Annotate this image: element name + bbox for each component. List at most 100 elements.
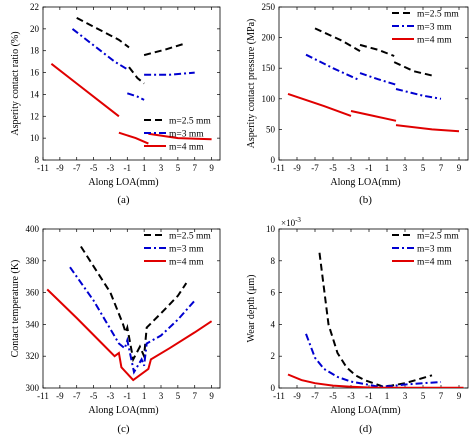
x-tick-label: 9 bbox=[209, 163, 214, 173]
y-tick-label: 320 bbox=[26, 351, 40, 361]
x-axis-label: Along LOA(mm) bbox=[330, 405, 400, 416]
y-tick-label: 12 bbox=[30, 111, 39, 121]
series-line-3-segment-3 bbox=[148, 132, 212, 141]
y-tick-label: 10 bbox=[30, 133, 40, 143]
y-tick-label: 10 bbox=[266, 224, 276, 234]
x-tick-label: -11 bbox=[273, 391, 285, 401]
x-tick-label: -11 bbox=[37, 163, 49, 173]
legend-entry-2: m=3 mm bbox=[169, 245, 204, 255]
y-tick-label: 22 bbox=[30, 2, 39, 12]
chart-panel-c: -11 -9 -7 -5 -3 -1 1 3 5 7 9300320340360380400Alon… bbox=[10, 224, 221, 435]
x-axis-label: Along LOA(mm) bbox=[88, 405, 158, 416]
x-tick-label: 5 bbox=[176, 391, 181, 401]
x-tick-label: -5 bbox=[90, 163, 98, 173]
y-tick-label: 16 bbox=[30, 68, 40, 78]
series-line-1-segment-1 bbox=[318, 252, 433, 388]
series-line-2-segment-1 bbox=[305, 53, 361, 82]
x-tick-label: 7 bbox=[192, 391, 197, 401]
series-line-2-segment-1 bbox=[69, 266, 196, 375]
x-tick-label: 5 bbox=[421, 163, 426, 173]
y-tick-label: 300 bbox=[26, 383, 40, 393]
x-tick-label: -7 bbox=[73, 391, 81, 401]
exponent-power: -3 bbox=[295, 216, 301, 224]
y-tick-label: 200 bbox=[262, 33, 276, 43]
y-tick-label: 0 bbox=[271, 155, 276, 165]
x-tick-label: 9 bbox=[457, 391, 462, 401]
series-line-1-segment-2 bbox=[128, 66, 145, 85]
x-tick-label: -7 bbox=[311, 391, 319, 401]
exponent-label: ×10-3 bbox=[281, 216, 301, 228]
series-line-3-segment-1 bbox=[287, 92, 352, 117]
x-tick-label: -3 bbox=[107, 163, 115, 173]
series-line-3-segment-1 bbox=[287, 373, 464, 388]
y-tick-label: 20 bbox=[30, 24, 40, 34]
series-line-1-segment-2 bbox=[359, 43, 395, 57]
x-tick-label: -9 bbox=[56, 163, 64, 173]
x-tick-label: 1 bbox=[142, 391, 147, 401]
x-axis-label: Along LOA(mm) bbox=[88, 177, 158, 188]
series-line-2-segment-3 bbox=[144, 71, 195, 76]
x-tick-label: 1 bbox=[385, 391, 390, 401]
plot-frame bbox=[42, 228, 221, 389]
x-tick-label: 3 bbox=[159, 391, 164, 401]
y-tick-label: 100 bbox=[262, 94, 276, 104]
x-tick-label: 1 bbox=[385, 163, 390, 173]
series-line-2-segment-2 bbox=[126, 92, 145, 101]
legend-entry-1: m=2.5 mm bbox=[417, 10, 459, 20]
x-tick-label: -5 bbox=[329, 391, 337, 401]
x-tick-label: -1 bbox=[365, 163, 373, 173]
x-tick-label: 5 bbox=[176, 163, 181, 173]
y-tick-label: 4 bbox=[271, 319, 276, 329]
legend-entry-1: m=2.5 mm bbox=[169, 232, 211, 242]
legend-entry-3: m=4 mm bbox=[169, 143, 204, 153]
y-tick-label: 150 bbox=[262, 63, 276, 73]
series-line-2-segment-1 bbox=[305, 333, 442, 388]
x-tick-label: -9 bbox=[293, 391, 301, 401]
x-tick-label: 9 bbox=[457, 163, 462, 173]
x-tick-label: -1 bbox=[365, 391, 373, 401]
y-axis-label: Asperity contact ratio (%) bbox=[10, 31, 21, 135]
series-line-1-segment-1 bbox=[314, 27, 361, 52]
plot-frame bbox=[278, 6, 469, 161]
x-tick-label: 7 bbox=[439, 391, 444, 401]
x-tick-label: -9 bbox=[293, 163, 301, 173]
y-tick-label: 380 bbox=[26, 256, 40, 266]
series-line-2-segment-3 bbox=[395, 88, 442, 100]
series-line-1-segment-1 bbox=[76, 17, 130, 49]
legend-entry-3: m=4 mm bbox=[417, 258, 452, 268]
y-tick-label: 6 bbox=[271, 288, 276, 298]
x-tick-label: 3 bbox=[403, 163, 408, 173]
x-tick-label: -7 bbox=[311, 163, 319, 173]
panel-label: (b) bbox=[359, 194, 372, 206]
x-tick-label: 9 bbox=[209, 391, 214, 401]
exponent-base: ×10 bbox=[281, 218, 296, 228]
panel-label: (a) bbox=[117, 194, 130, 206]
x-tick-label: -11 bbox=[37, 391, 49, 401]
y-tick-label: 8 bbox=[271, 256, 276, 266]
x-tick-label: 3 bbox=[403, 391, 408, 401]
legend-entry-3: m=4 mm bbox=[417, 36, 452, 46]
series-line-3-segment-2 bbox=[118, 131, 149, 145]
series-line-3-segment-2 bbox=[350, 110, 397, 122]
series-line-2-segment-1 bbox=[71, 28, 128, 71]
series-line-2-segment-2 bbox=[359, 72, 397, 86]
x-tick-label: 1 bbox=[142, 163, 147, 173]
series-line-1-segment-3 bbox=[143, 42, 187, 57]
y-tick-label: 50 bbox=[266, 124, 276, 134]
series-line-1-segment-1 bbox=[80, 245, 188, 363]
x-tick-label: -1 bbox=[124, 163, 132, 173]
legend-entry-1: m=2.5 mm bbox=[169, 117, 211, 127]
series-line-3-segment-3 bbox=[395, 124, 460, 133]
y-tick-label: 0 bbox=[271, 383, 276, 393]
y-tick-label: 8 bbox=[35, 155, 40, 165]
x-tick-label: -3 bbox=[107, 391, 115, 401]
y-tick-label: 400 bbox=[26, 224, 40, 234]
x-axis-label: Along LOA(mm) bbox=[330, 177, 400, 188]
y-axis-label: Contact temperature (K) bbox=[10, 260, 21, 358]
y-tick-label: 340 bbox=[26, 319, 40, 329]
x-tick-label: -11 bbox=[273, 163, 285, 173]
series-line-1-segment-3 bbox=[393, 61, 433, 77]
